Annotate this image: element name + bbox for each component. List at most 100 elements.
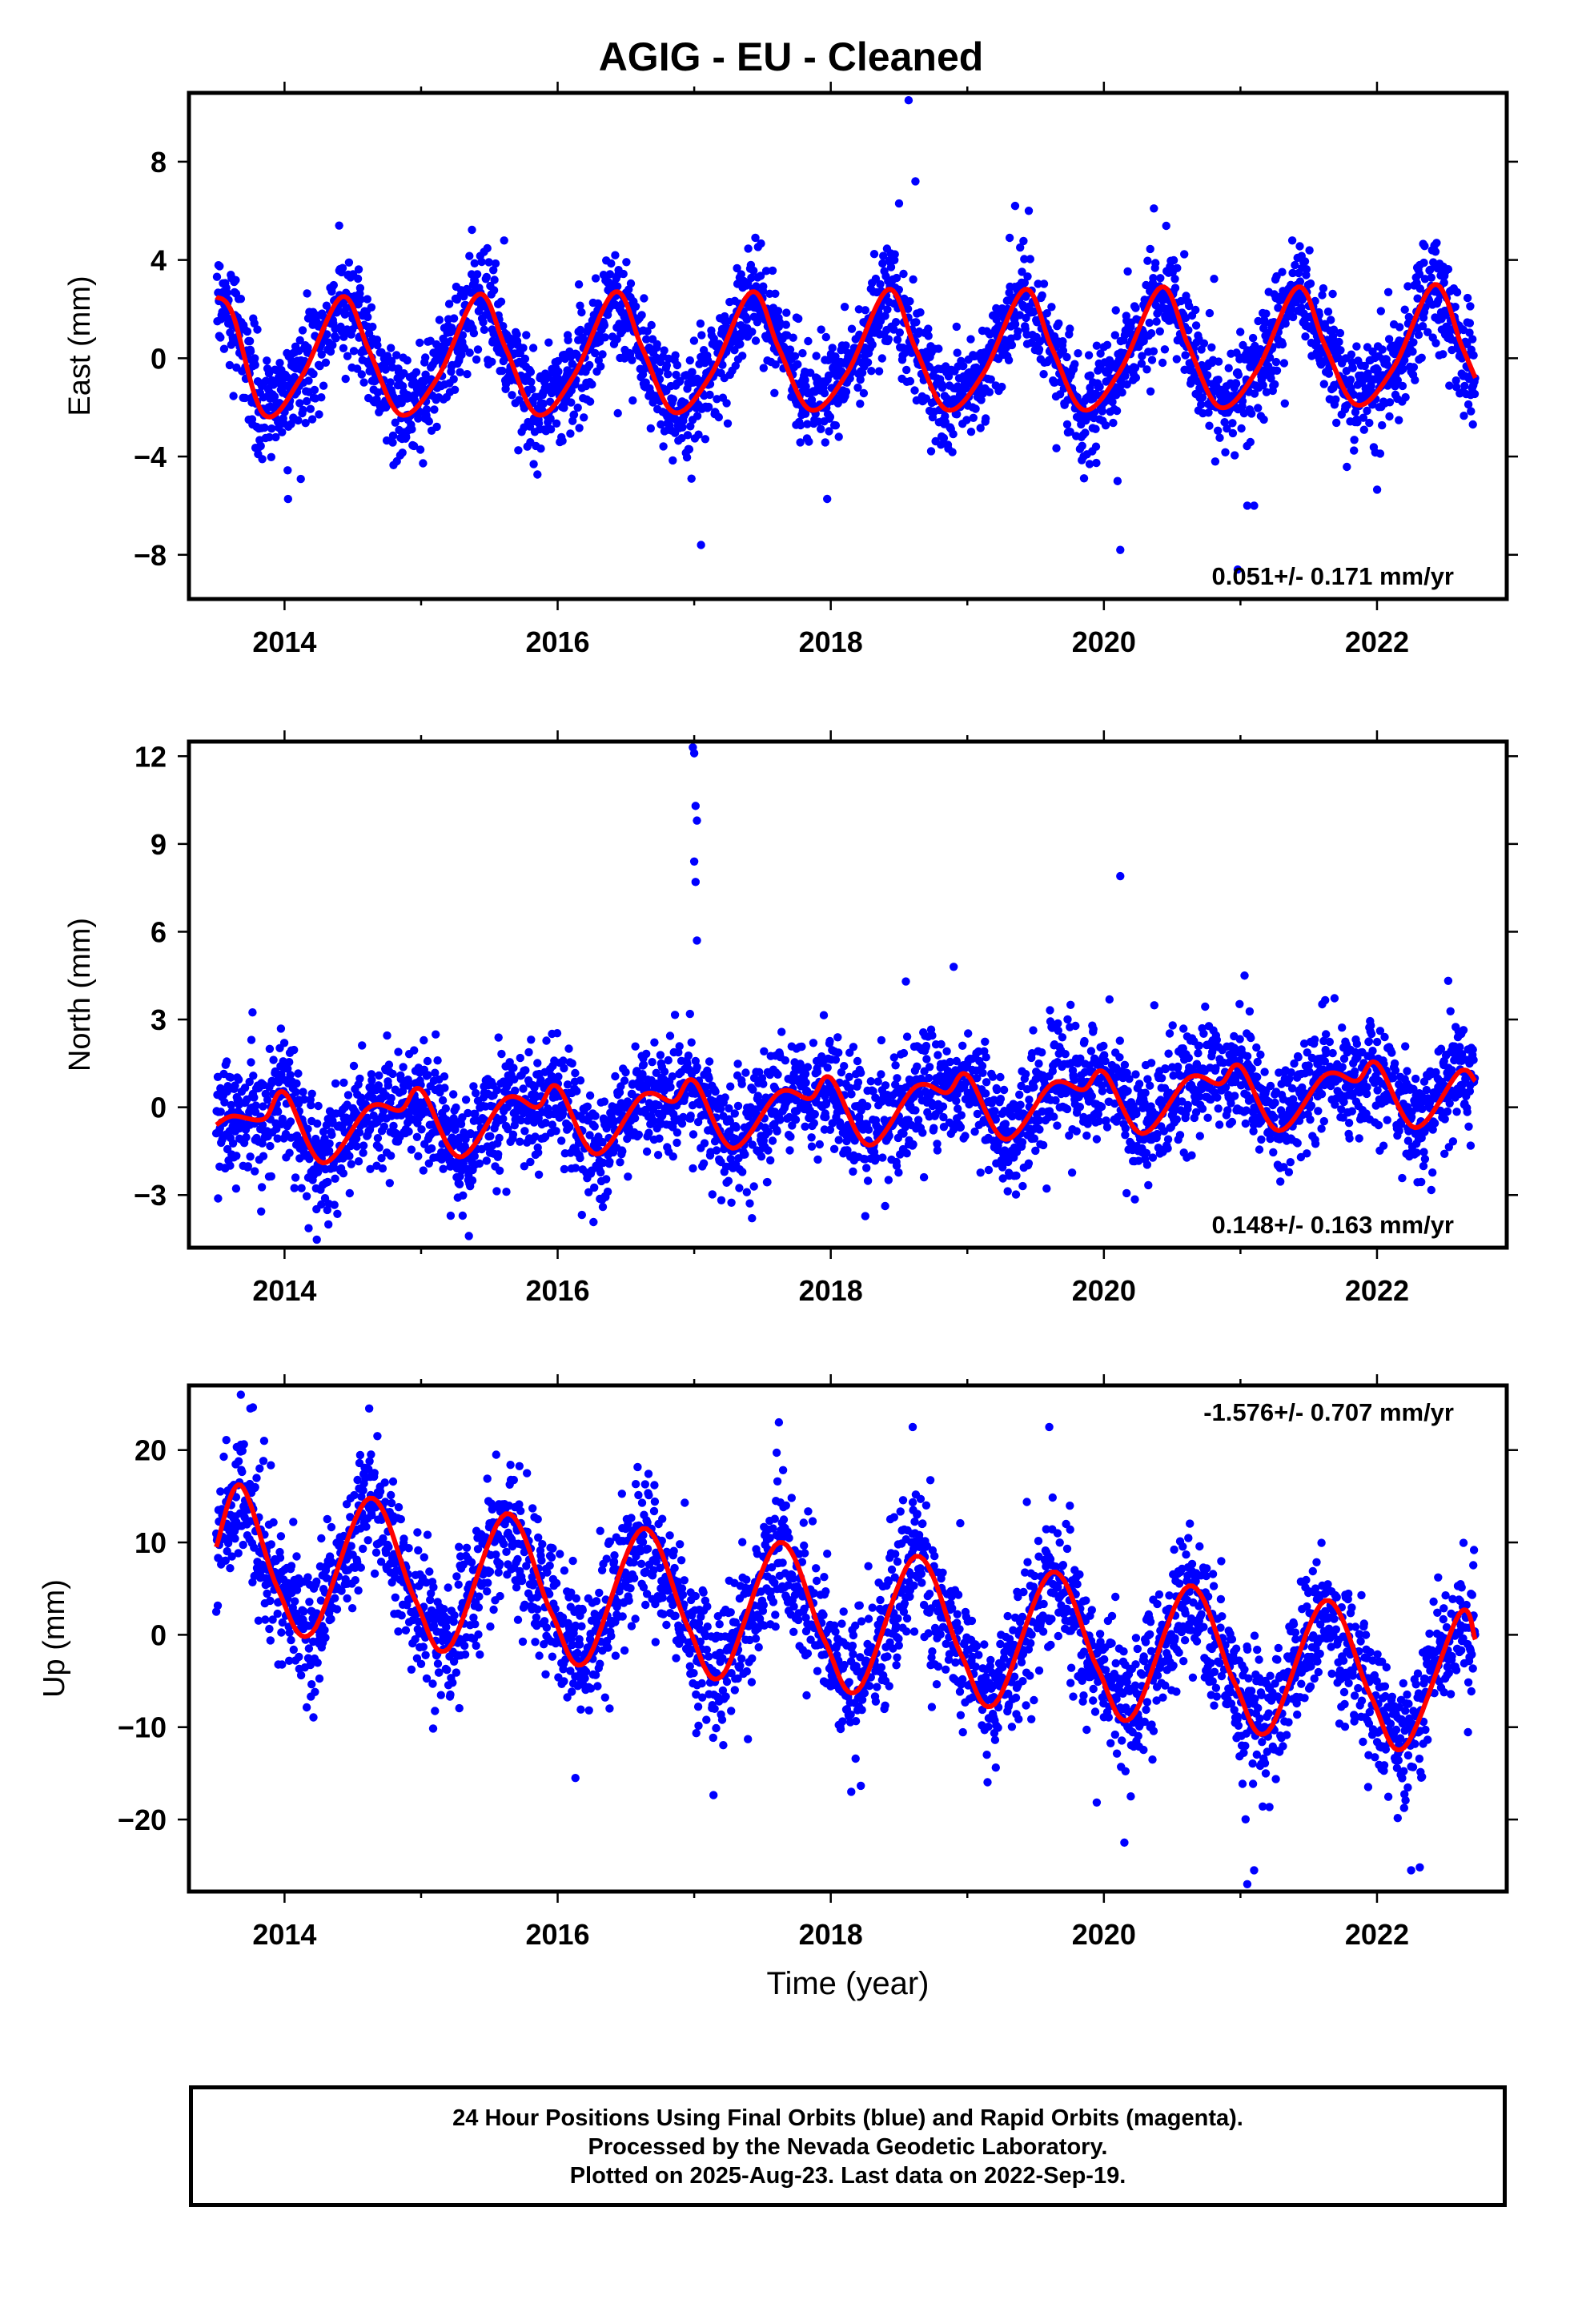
data-point	[742, 1188, 751, 1196]
data-point	[1184, 326, 1193, 335]
data-point	[982, 1078, 991, 1087]
data-point	[821, 438, 830, 447]
outlier-point	[1250, 501, 1259, 510]
data-point	[996, 1072, 1005, 1082]
x-tick-label: 2014	[252, 625, 316, 658]
data-point	[440, 1084, 449, 1092]
data-point	[676, 376, 685, 385]
data-point	[829, 1144, 839, 1154]
data-point	[1081, 428, 1090, 437]
data-point	[733, 1101, 743, 1111]
data-point	[387, 1152, 396, 1160]
data-point	[673, 360, 682, 370]
data-point	[705, 1074, 713, 1083]
data-point	[1318, 291, 1327, 300]
data-point	[866, 1077, 876, 1086]
data-point	[1214, 357, 1223, 366]
data-point	[1447, 345, 1456, 355]
data-point	[777, 1027, 786, 1036]
data-point	[424, 1071, 432, 1080]
data-point	[600, 321, 609, 330]
data-point	[717, 1196, 726, 1205]
data-point	[391, 418, 400, 427]
data-point	[331, 1079, 340, 1088]
data-point	[894, 1168, 903, 1177]
data-point	[744, 244, 753, 253]
data-point	[384, 1060, 394, 1069]
data-point	[363, 1113, 371, 1123]
y-tick-label: −4	[134, 440, 167, 473]
data-point	[1359, 413, 1368, 422]
data-point	[1278, 340, 1287, 349]
data-point	[1228, 419, 1237, 428]
data-point	[892, 273, 901, 283]
data-point	[637, 311, 646, 320]
data-point	[265, 432, 274, 442]
data-point	[1347, 350, 1356, 359]
data-point	[534, 1148, 543, 1157]
data-point	[899, 269, 908, 279]
data-point	[542, 1036, 551, 1045]
data-point	[317, 393, 326, 402]
data-point	[618, 1147, 627, 1156]
data-point	[834, 432, 843, 441]
data-point	[1098, 407, 1107, 416]
data-point	[1237, 424, 1246, 433]
data-point	[1066, 324, 1074, 333]
data-point	[768, 266, 777, 275]
data-point	[473, 345, 483, 354]
data-point	[934, 344, 943, 353]
data-point	[460, 1128, 468, 1137]
data-point	[912, 318, 921, 327]
data-point	[557, 1136, 566, 1145]
data-point	[653, 1151, 663, 1160]
data-point	[1271, 357, 1281, 367]
data-point	[1319, 283, 1328, 293]
data-point	[451, 1125, 460, 1135]
data-point	[1246, 437, 1255, 447]
data-point	[1423, 328, 1432, 336]
data-point	[572, 1087, 581, 1096]
data-point	[1464, 400, 1473, 409]
data-point	[459, 1191, 468, 1200]
data-point	[757, 239, 765, 248]
data-point	[385, 1179, 394, 1188]
data-point	[245, 1077, 254, 1087]
data-point	[953, 410, 962, 419]
data-point	[763, 1177, 772, 1187]
data-point	[902, 1032, 912, 1041]
data-point	[821, 332, 831, 342]
data-point	[295, 399, 304, 408]
data-point	[412, 1132, 422, 1142]
data-point	[416, 408, 424, 416]
data-point	[461, 1135, 470, 1144]
data-point	[613, 282, 622, 291]
data-point	[1363, 369, 1372, 378]
data-point	[302, 1192, 311, 1201]
data-point	[748, 1214, 757, 1223]
data-point	[861, 306, 870, 315]
data-point	[357, 370, 366, 379]
data-point	[823, 494, 832, 504]
data-point	[647, 320, 656, 330]
data-point	[404, 1076, 412, 1084]
data-point	[469, 328, 479, 338]
data-point	[948, 448, 957, 456]
data-point	[910, 386, 919, 395]
data-point	[458, 1113, 467, 1122]
data-point	[704, 402, 713, 412]
data-point	[1023, 272, 1032, 281]
data-point	[1070, 360, 1079, 368]
data-point	[747, 273, 756, 283]
data-point	[621, 1068, 630, 1077]
data-point	[258, 455, 267, 464]
data-point	[785, 345, 795, 354]
data-point	[737, 1080, 746, 1088]
data-point	[883, 305, 892, 314]
data-point	[1221, 448, 1230, 456]
data-point	[939, 433, 949, 443]
data-point	[328, 340, 337, 350]
data-point	[685, 1009, 694, 1019]
data-point	[383, 1081, 393, 1090]
data-point	[323, 1177, 332, 1187]
